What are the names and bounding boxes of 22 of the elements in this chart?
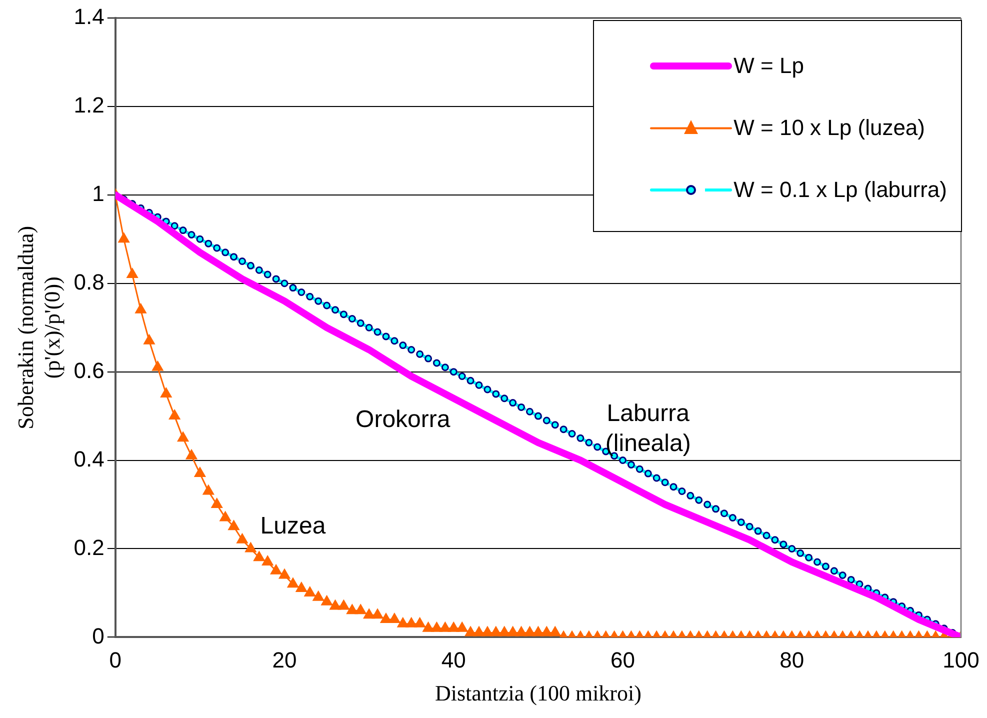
x-tick-label: 80 <box>780 647 804 672</box>
x-tick-label: 20 <box>272 647 297 672</box>
y-tick-label: 1.4 <box>74 4 104 30</box>
y-tick-label: 0.4 <box>74 446 104 472</box>
x-tick-label: 40 <box>441 647 466 672</box>
y-tick-label: 0.6 <box>74 358 104 383</box>
annotation: Luzea <box>260 512 326 540</box>
y-tick-label: 0.2 <box>74 534 104 560</box>
y-tick-label: 0.8 <box>74 269 104 294</box>
y-axis-title: Soberakin (normaldua) (p'(x)/p'(0)) <box>12 226 64 430</box>
legend-label: W = 0.1 x Lp (laburra) <box>734 177 947 203</box>
y-tick-label: 1 <box>92 180 104 206</box>
y-tick-label: 0 <box>92 623 104 648</box>
x-tick-label: 100 <box>942 647 980 672</box>
y-tick-label: 1.2 <box>74 92 104 118</box>
legend-label: W = Lp <box>734 53 804 79</box>
x-tick-label: 0 <box>109 647 122 672</box>
annotation: Orokorra <box>356 406 451 434</box>
annotation: Laburra (lineala) <box>605 400 691 457</box>
x-tick-label: 60 <box>610 647 635 672</box>
x-axis-title: Distantzia (100 mikroi) <box>434 680 642 706</box>
legend-label: W = 10 x Lp (luzea) <box>734 115 925 141</box>
